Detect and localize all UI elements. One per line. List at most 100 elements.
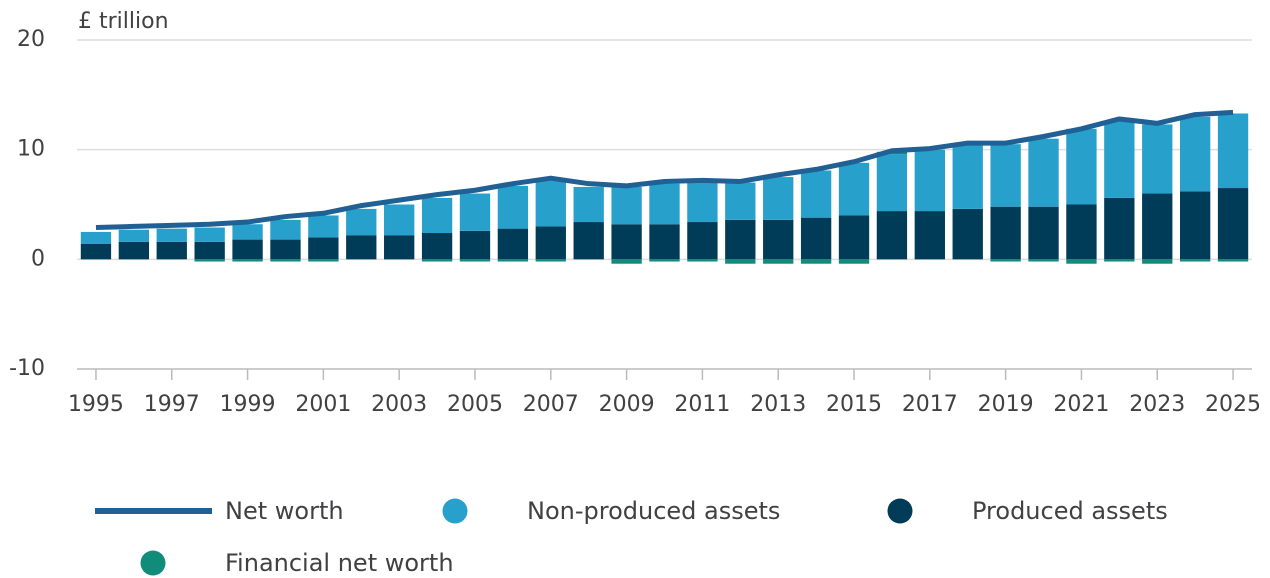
line bbox=[95, 109, 1234, 231]
legend-label: Non-produced assets bbox=[527, 497, 780, 525]
bar bbox=[649, 224, 680, 260]
bar bbox=[725, 259, 756, 264]
bar bbox=[421, 233, 453, 260]
x-tick-label: 2017 bbox=[902, 392, 958, 417]
bar bbox=[80, 231, 112, 244]
bar bbox=[270, 219, 301, 240]
bar bbox=[1217, 259, 1249, 262]
y-tick-label: 10 bbox=[17, 137, 45, 162]
x-tick-label: 2009 bbox=[599, 392, 655, 417]
bar bbox=[800, 170, 832, 218]
bar bbox=[421, 197, 453, 234]
x-tick-label: 1997 bbox=[144, 392, 200, 417]
bar bbox=[535, 226, 566, 260]
bar bbox=[346, 208, 377, 236]
bar bbox=[763, 177, 794, 220]
bar bbox=[990, 259, 1021, 262]
bar bbox=[346, 235, 377, 260]
bar bbox=[952, 145, 983, 209]
x-tick-label: 2013 bbox=[750, 392, 806, 417]
bar bbox=[535, 180, 566, 227]
x-tick-label: 2011 bbox=[674, 392, 730, 417]
bar bbox=[687, 222, 718, 260]
legend-swatch bbox=[442, 498, 468, 524]
bar bbox=[1066, 259, 1097, 264]
x-tick-label: 2007 bbox=[523, 392, 579, 417]
x-tick-label: 2019 bbox=[978, 392, 1034, 417]
bar bbox=[1217, 113, 1249, 189]
bar bbox=[459, 259, 491, 262]
bar bbox=[649, 259, 680, 262]
x-tick-label: 2023 bbox=[1129, 392, 1185, 417]
bar bbox=[763, 259, 794, 264]
bar bbox=[687, 182, 718, 223]
x-tick-label: 2025 bbox=[1205, 392, 1261, 417]
bar bbox=[838, 259, 870, 264]
bar bbox=[1142, 193, 1173, 260]
bar bbox=[838, 215, 870, 260]
bar bbox=[232, 239, 263, 260]
x-tick-label: 2021 bbox=[1053, 392, 1109, 417]
bar bbox=[914, 149, 945, 212]
x-tick-label: 1995 bbox=[68, 392, 124, 417]
bar bbox=[1028, 138, 1059, 207]
bar bbox=[1028, 206, 1059, 260]
bar bbox=[1217, 188, 1249, 260]
x-tick-label: 2001 bbox=[295, 392, 351, 417]
bar bbox=[725, 182, 756, 220]
bar bbox=[421, 259, 453, 262]
bar bbox=[156, 241, 187, 260]
bar bbox=[384, 204, 415, 236]
bar bbox=[1142, 259, 1173, 264]
y-tick-label: 20 bbox=[17, 27, 45, 52]
legend-swatch bbox=[887, 498, 913, 524]
bar bbox=[1066, 128, 1097, 205]
bar bbox=[308, 259, 339, 262]
bar bbox=[459, 230, 491, 260]
bar bbox=[725, 219, 756, 260]
x-tick-label: 2005 bbox=[447, 392, 503, 417]
bar bbox=[194, 241, 225, 260]
bar bbox=[573, 186, 604, 223]
bar bbox=[611, 224, 642, 260]
x-tick-label: 1999 bbox=[220, 392, 276, 417]
bar bbox=[1179, 116, 1211, 192]
bar bbox=[80, 243, 112, 260]
bar bbox=[194, 227, 225, 242]
bar bbox=[535, 259, 566, 262]
bar bbox=[763, 219, 794, 260]
bar bbox=[156, 228, 187, 242]
y-tick-label: 0 bbox=[31, 246, 45, 271]
bar bbox=[1066, 204, 1097, 260]
y-tick-label: -10 bbox=[9, 356, 45, 381]
bar bbox=[1142, 124, 1173, 194]
legend-swatch bbox=[140, 550, 166, 576]
bar bbox=[1104, 197, 1135, 260]
bar bbox=[800, 217, 832, 260]
bar bbox=[952, 208, 983, 260]
bar bbox=[914, 211, 945, 260]
bar bbox=[1028, 259, 1059, 262]
bar bbox=[687, 259, 718, 262]
legend-label: Financial net worth bbox=[225, 549, 454, 577]
bar bbox=[497, 185, 529, 229]
bar bbox=[194, 259, 225, 262]
bar bbox=[308, 237, 339, 260]
legend-label: Net worth bbox=[225, 497, 344, 525]
bar bbox=[611, 259, 642, 264]
bar bbox=[1179, 191, 1211, 260]
bar bbox=[497, 228, 529, 260]
bar bbox=[497, 259, 529, 262]
bar bbox=[270, 259, 301, 262]
bar bbox=[876, 211, 908, 260]
legend-label: Produced assets bbox=[972, 497, 1168, 525]
bar bbox=[800, 259, 832, 264]
x-tick-label: 2015 bbox=[826, 392, 882, 417]
bar bbox=[308, 215, 339, 238]
y-axis-label: £ trillion bbox=[78, 9, 169, 34]
bar bbox=[384, 235, 415, 260]
bar bbox=[838, 162, 870, 216]
bar bbox=[232, 259, 263, 262]
bar bbox=[1104, 121, 1135, 198]
